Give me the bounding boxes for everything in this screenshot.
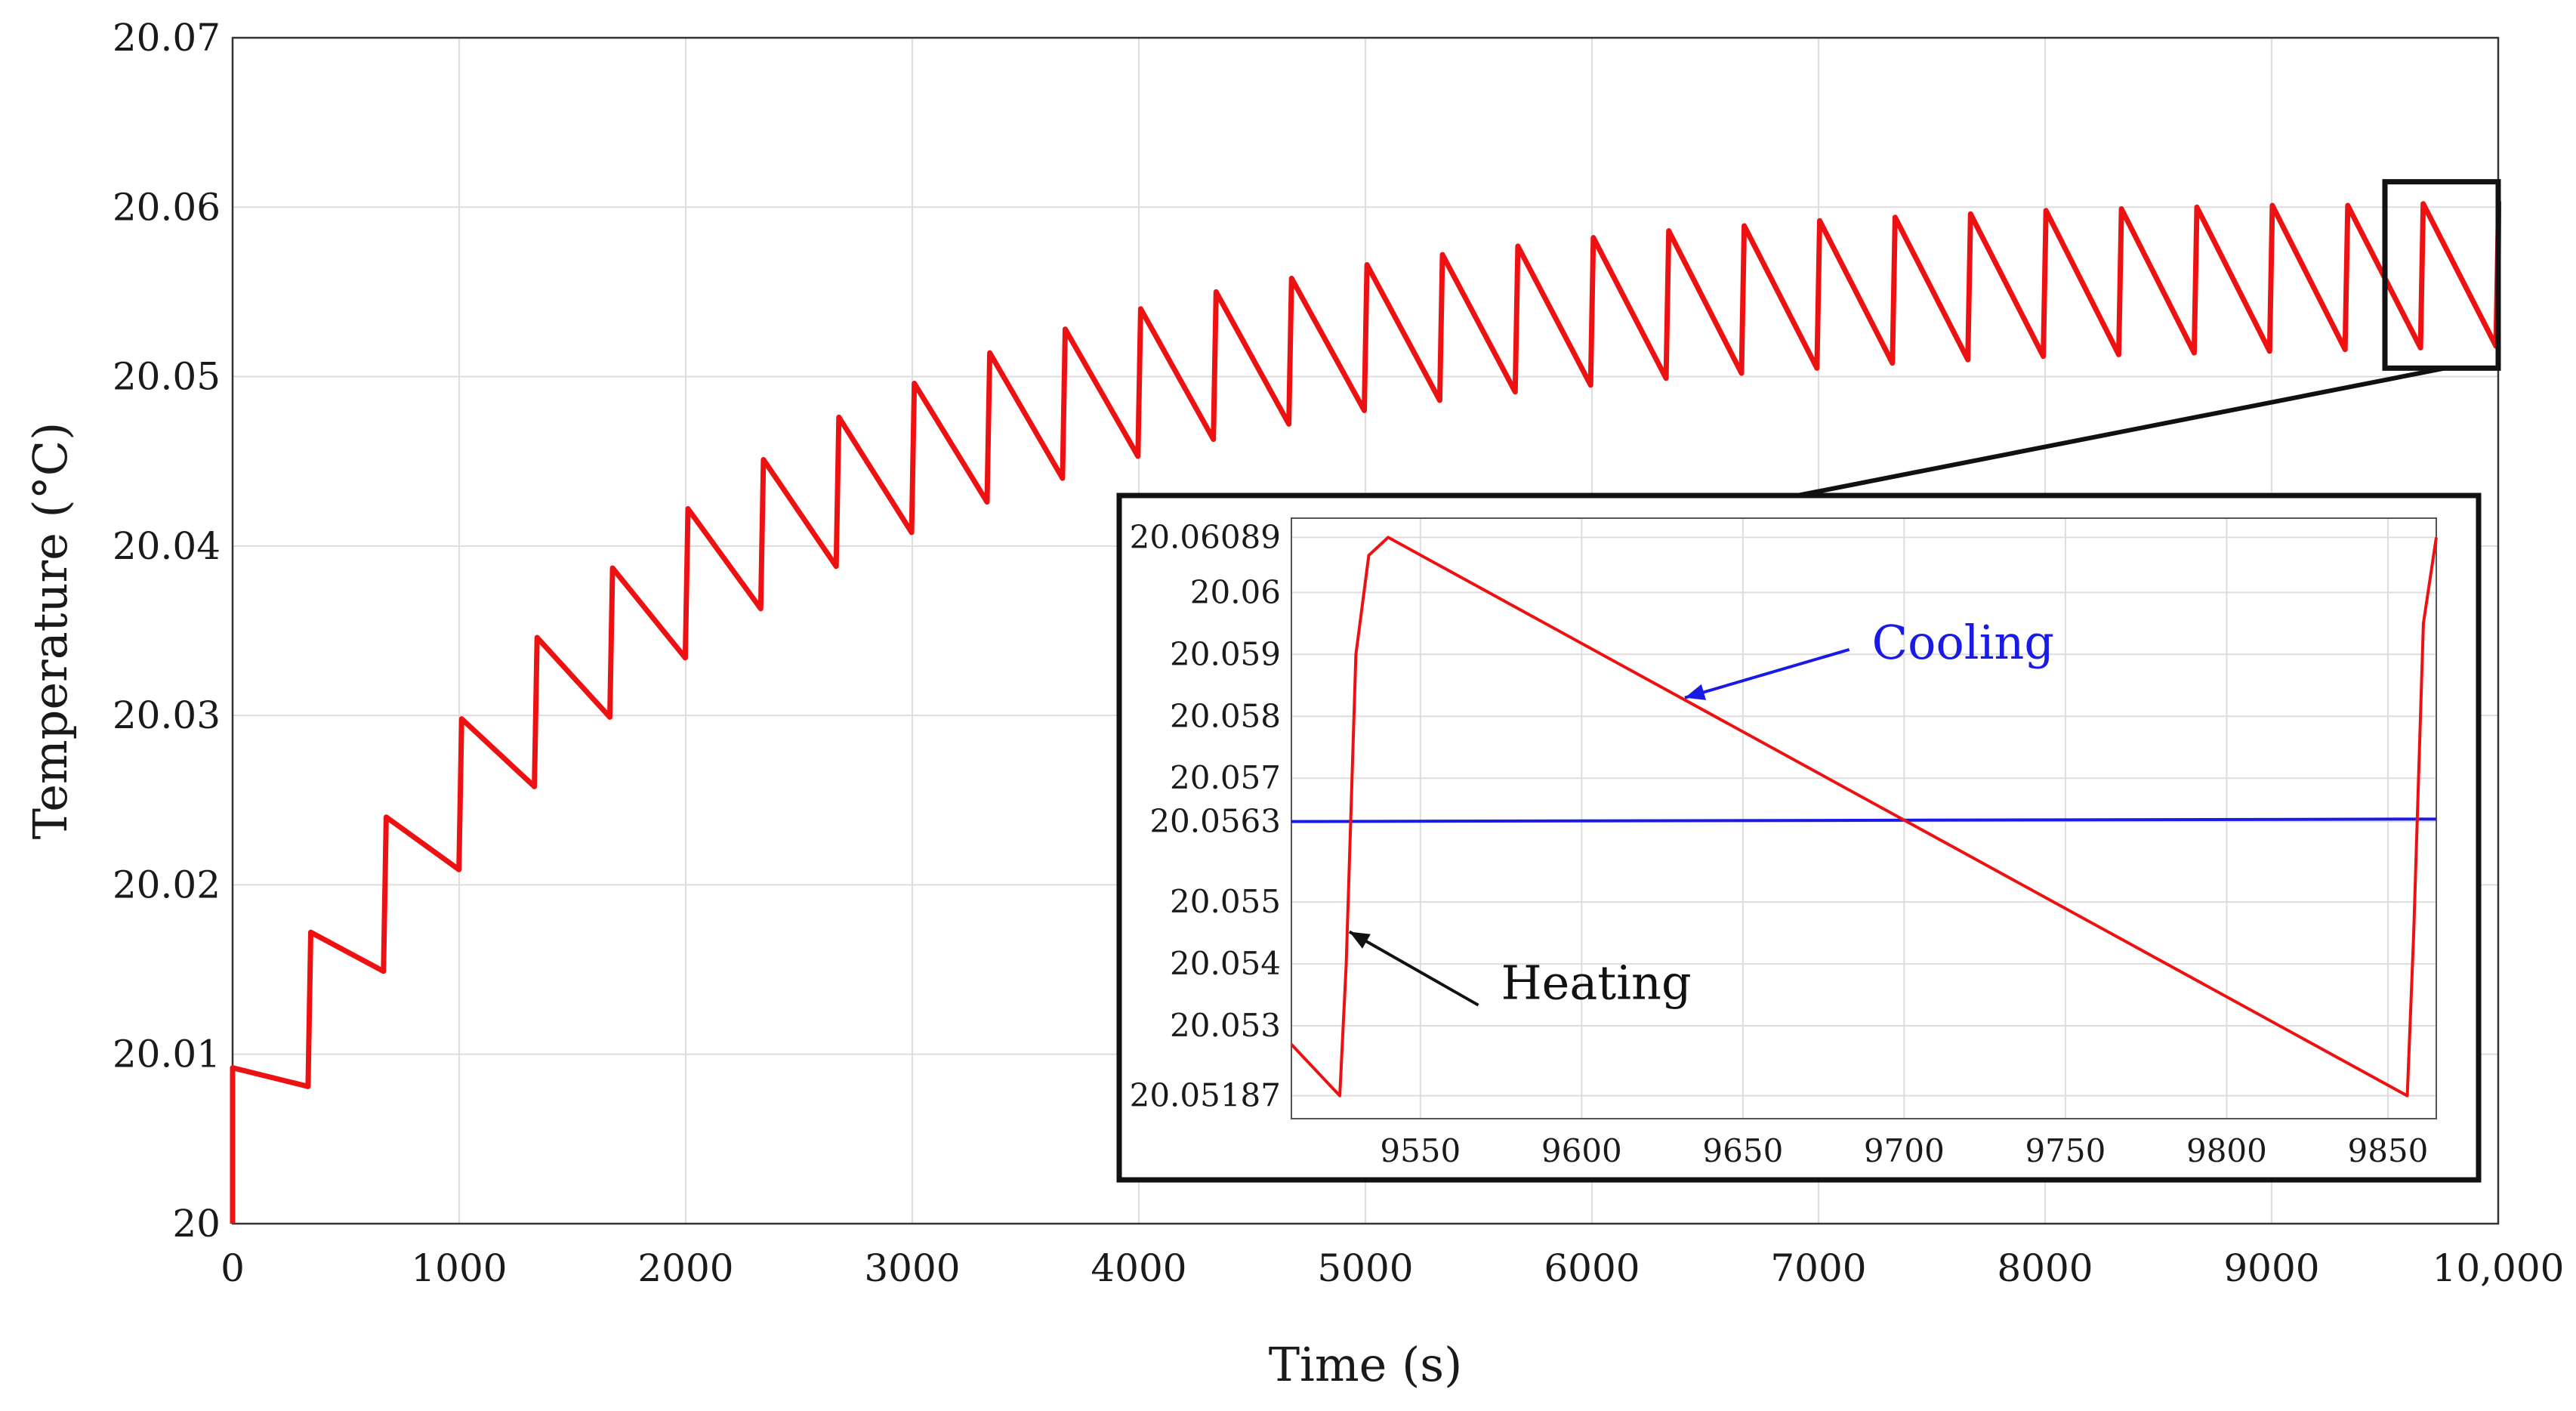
inset-plot-frame [1291,517,2437,1119]
inset-y-tick-label: 20.06 [1190,573,1281,610]
cooling-arrow-head [1684,684,1707,700]
main-y-tick-label: 20.02 [113,863,221,906]
inset-x-tick-label: 9600 [1541,1132,1622,1169]
inset-y-tick-label: 20.058 [1170,697,1281,734]
heating-arrow-head [1349,931,1371,949]
main-y-tick-label: 20.04 [113,524,221,568]
inset-temperature-line [1290,536,2438,1098]
cooling-arrow-shaft [1684,647,1850,699]
inset-y-tick-label: 20.055 [1170,883,1281,920]
inset-x-tick-label: 9750 [2025,1132,2106,1169]
main-y-tick-label: 20.06 [113,185,221,229]
heating-label: Heating [1501,956,1692,1011]
main-x-tick-label: 6000 [1544,1246,1640,1290]
main-x-tick-label: 4000 [1091,1246,1186,1290]
main-temperature-line [230,199,2502,1224]
inset-y-tick-label: 20.054 [1170,945,1281,982]
y-axis-label: Temperature (°C) [23,422,78,840]
x-axis-label: Time (s) [1269,1337,1463,1392]
main-x-tick-label: 1000 [411,1246,507,1290]
main-y-tick-label: 20.03 [113,693,221,737]
inset-annotations: Cooling Heating [1348,615,2054,1011]
inset-x-tick-label: 9700 [1864,1132,1945,1169]
main-y-tick-label: 20.05 [113,355,221,399]
main-y-tick-label: 20.07 [113,16,221,60]
main-x-tick-label: 5000 [1317,1246,1413,1290]
main-x-tick-labels: 0 1000 2000 3000 4000 5000 6000 7000 8000 9000 10,… [221,1246,2564,1290]
main-x-tick-label: 8000 [1997,1246,2093,1290]
inset-y-tick-label: 20.0563 [1149,803,1281,840]
inset-y-tick-label: 20.053 [1170,1007,1281,1044]
inset-background [1116,492,2482,1183]
inset-x-tick-label: 9550 [1380,1132,1461,1169]
main-x-tick-label: 10,000 [2433,1246,2565,1290]
inset-x-tick-label: 9650 [1702,1132,1783,1169]
main-x-tick-label: 7000 [1770,1246,1866,1290]
main-x-tick-label: 9000 [2223,1246,2319,1290]
main-y-tick-label: 20.01 [113,1033,221,1076]
inset-y-tick-label: 20.05187 [1130,1077,1281,1114]
main-x-tick-label: 2000 [637,1246,733,1290]
zoom-connector-line [1797,366,2446,498]
cooling-label: Cooling [1872,615,2054,670]
main-y-tick-labels: 20 20.01 20.02 20.03 20.04 20.05 20.06 20.07 [113,16,221,1246]
inset-x-tick-label: 9850 [2347,1132,2428,1169]
heating-arrow-shaft [1348,930,1479,1007]
inset-y-tick-label: 20.06089 [1130,518,1281,555]
main-x-tick-label: 0 [221,1246,245,1290]
inset-cooling-level-line [1291,817,2437,823]
zoom-box [2382,179,2501,371]
inset-y-tick-label: 20.059 [1170,635,1281,672]
inset-y-tick-labels: 20.05187 20.053 20.054 20.055 20.0563 20.057 2… [1130,518,1281,1113]
main-x-tick-label: 3000 [864,1246,960,1290]
main-y-tick-label: 20 [172,1202,221,1246]
inset-y-tick-label: 20.057 [1170,759,1281,796]
inset-x-tick-label: 9800 [2186,1132,2267,1169]
main-plot-frame [231,36,2500,1225]
inset-x-tick-labels: 9550 9600 9650 9700 9750 9800 9850 [1380,1132,2428,1169]
